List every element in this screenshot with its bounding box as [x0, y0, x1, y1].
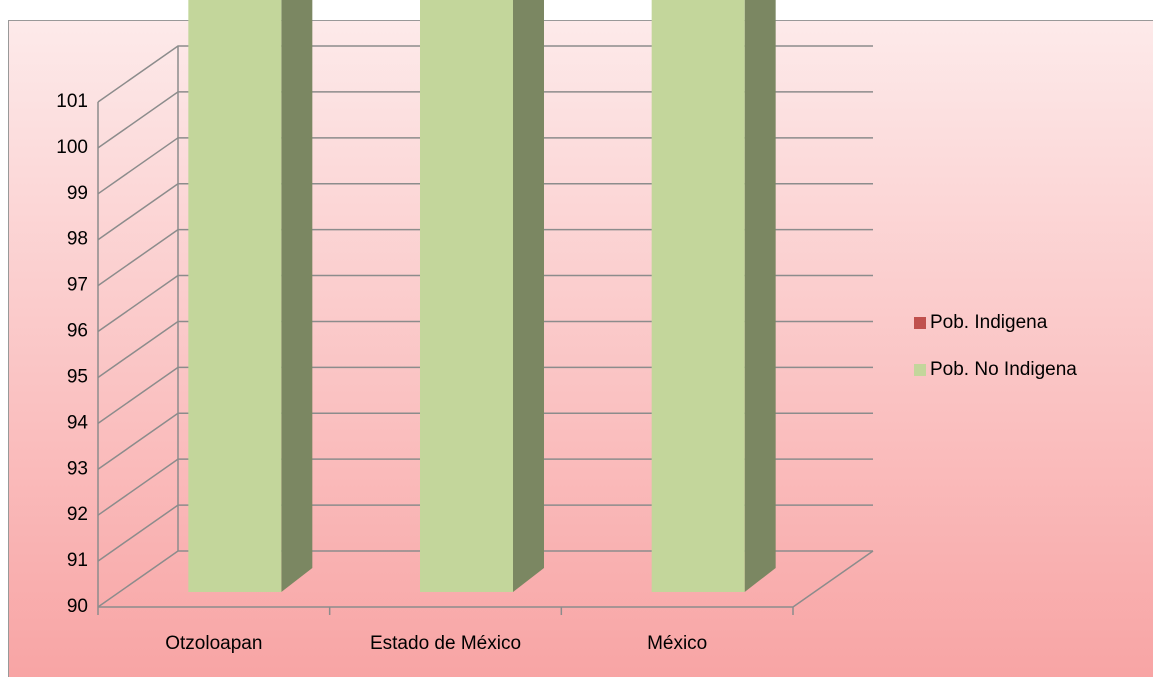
- bar: [420, 0, 513, 592]
- y-tick-label: 96: [67, 321, 88, 342]
- y-tick-label: 100: [56, 137, 88, 158]
- grid-line: [97, 91, 873, 149]
- y-tick-label: 99: [67, 183, 88, 204]
- legend-swatch: [914, 364, 926, 376]
- bar: [651, 0, 745, 592]
- x-tick-label: Otzoloapan: [165, 633, 262, 654]
- y-tick-label: 93: [67, 458, 88, 479]
- grid-line: [97, 45, 873, 103]
- bar-side: [281, 0, 313, 592]
- grid-line: [97, 550, 873, 608]
- y-tick-label: 90: [67, 596, 88, 617]
- grid-line: [97, 412, 873, 470]
- y-tick-label: 92: [67, 504, 88, 525]
- legend-label: Pob. No Indigena: [930, 359, 1077, 380]
- bar-side: [744, 0, 776, 592]
- grid-line: [97, 320, 873, 379]
- x-tick-label: México: [647, 633, 707, 654]
- grid-line: [97, 458, 873, 516]
- y-tick-label: 98: [67, 229, 88, 250]
- y-tick-label: 95: [67, 366, 88, 387]
- y-tick-label: 91: [67, 550, 88, 571]
- grid-line: [97, 504, 873, 562]
- y-tick-label: 97: [67, 275, 88, 296]
- bar: [188, 0, 282, 593]
- chart-area: [8, 20, 1153, 677]
- bar-side: [513, 0, 544, 592]
- grid-line: [97, 182, 873, 241]
- grid-line: [97, 366, 873, 424]
- grid-line: [97, 274, 873, 333]
- y-tick-label: 94: [67, 412, 89, 433]
- grid-line: [97, 228, 873, 287]
- legend-label: Pob. Indigena: [930, 312, 1048, 333]
- grid-line: [97, 137, 873, 195]
- legend-swatch: [914, 317, 926, 329]
- x-tick-label: Estado de México: [370, 633, 521, 654]
- y-tick-label: 101: [56, 91, 88, 112]
